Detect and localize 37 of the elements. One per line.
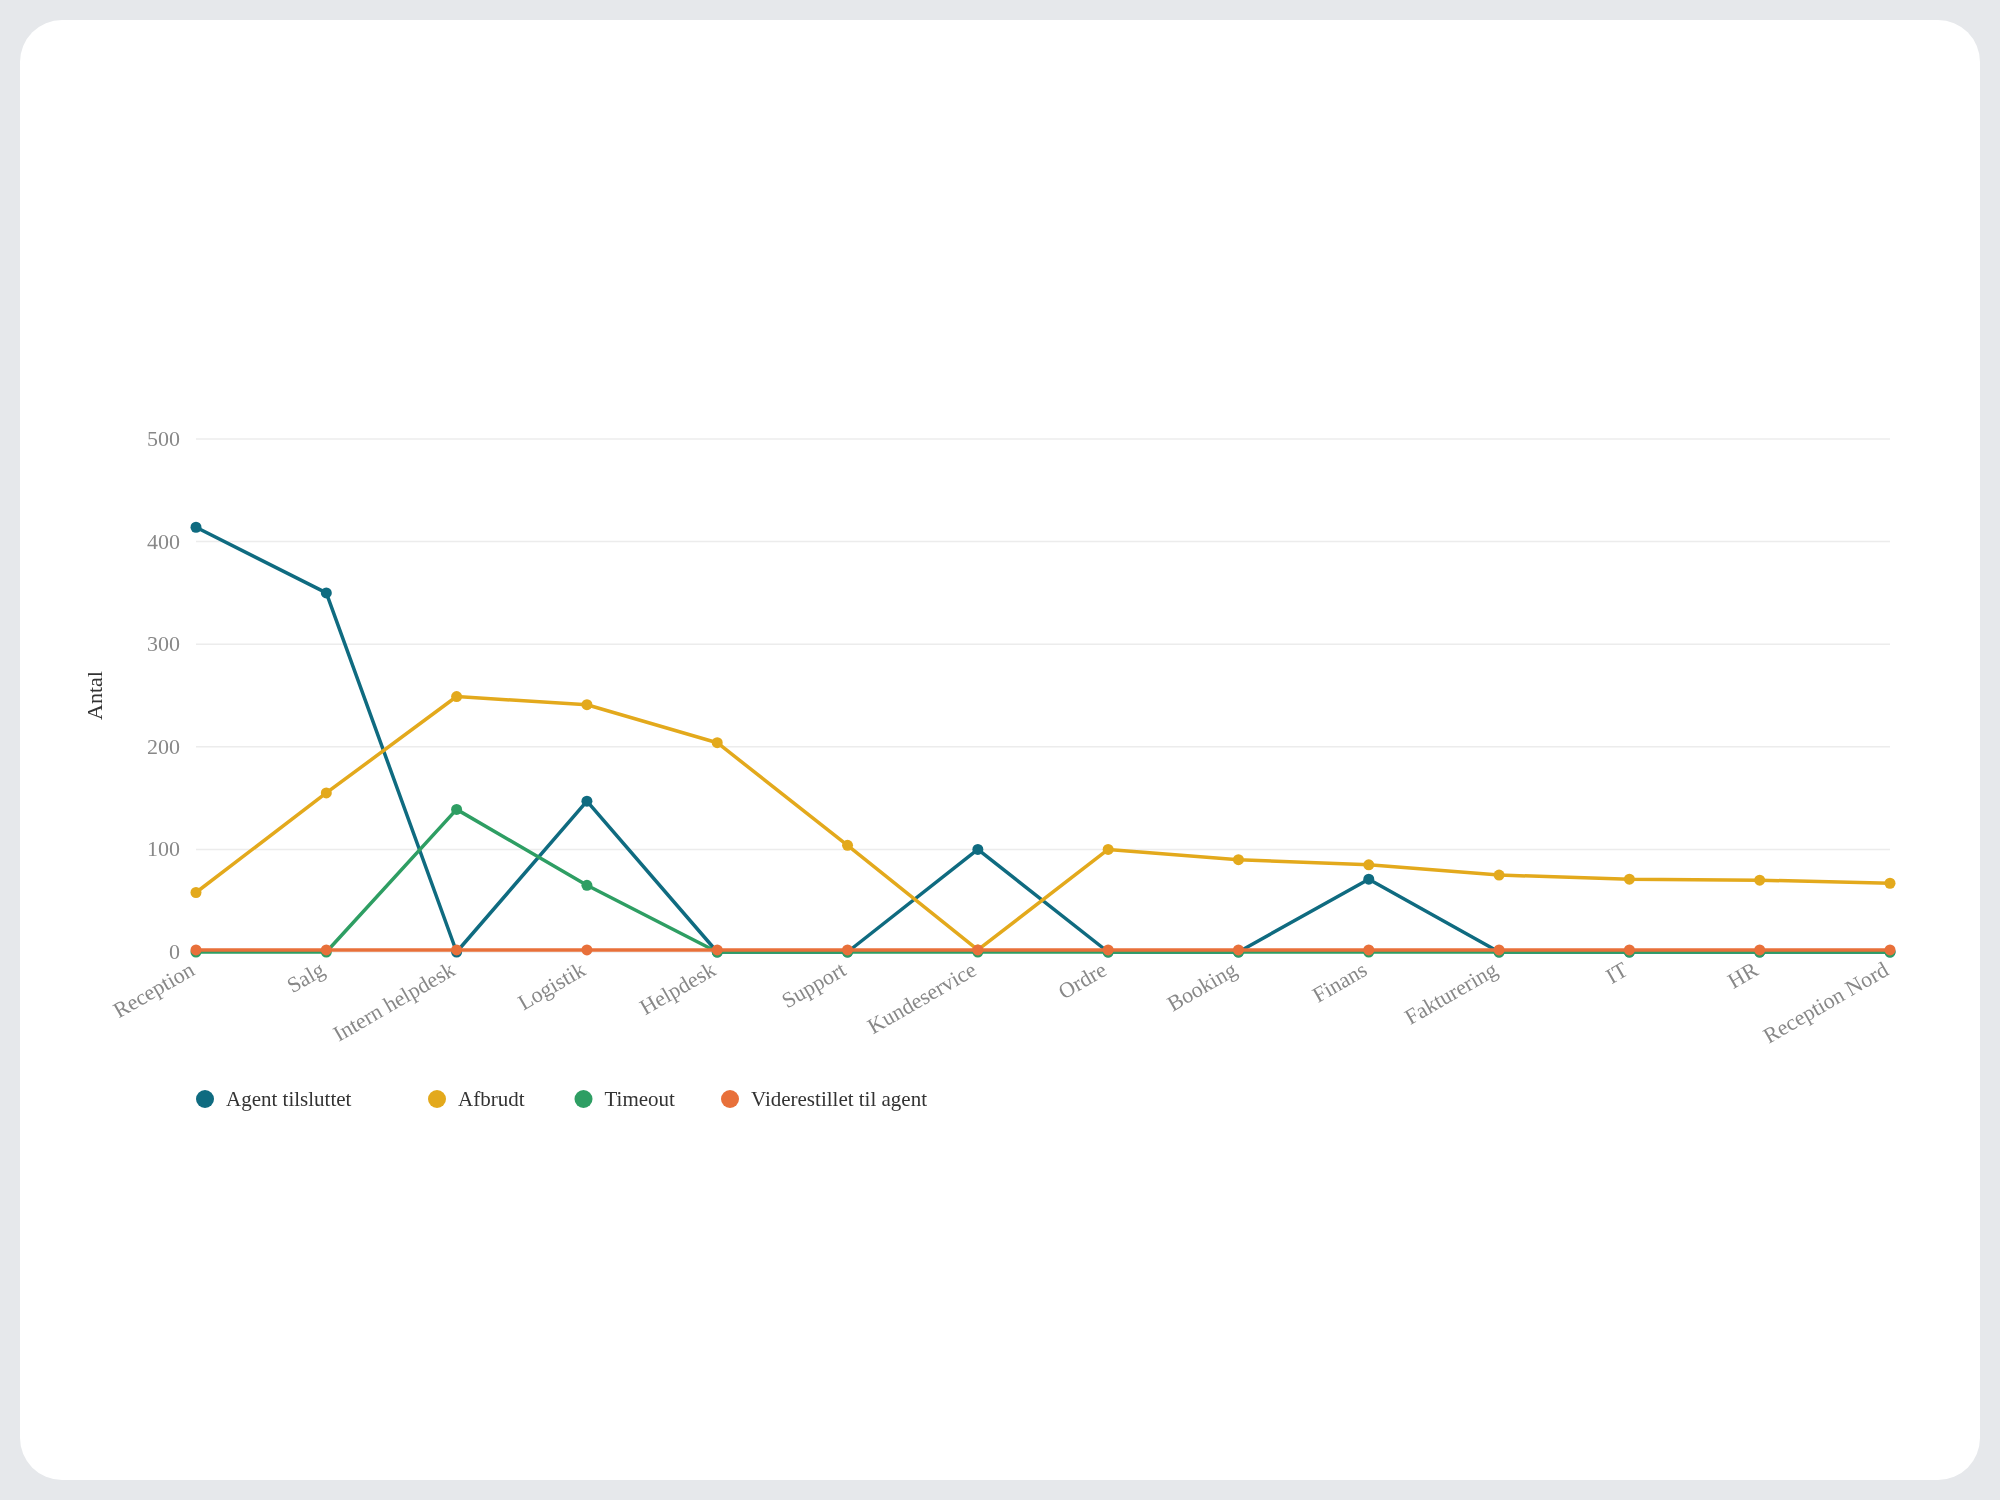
- y-tick-label: 100: [147, 836, 180, 862]
- legend-label: Afbrudt: [458, 1087, 525, 1111]
- point: [581, 699, 593, 711]
- point: [1102, 843, 1114, 855]
- point: [1754, 874, 1766, 886]
- x-tick-label: HR: [1723, 956, 1763, 994]
- y-tick-label: 300: [147, 631, 180, 657]
- x-tick-label: IT: [1601, 956, 1633, 989]
- point: [1493, 869, 1505, 881]
- point: [451, 691, 463, 703]
- y-axis-title: Antal: [82, 671, 107, 720]
- point: [320, 787, 332, 799]
- point: [320, 587, 332, 599]
- point: [581, 879, 593, 891]
- y-tick-label: 200: [147, 733, 180, 759]
- point: [190, 886, 202, 898]
- legend-label: Agent tilsluttet: [226, 1087, 352, 1111]
- point: [581, 795, 593, 807]
- x-tick-label: Ordre: [1053, 956, 1111, 1004]
- legend-label: Viderestillet til agent: [751, 1087, 928, 1111]
- y-tick-label: 0: [169, 939, 180, 964]
- legend-label: Timeout: [604, 1087, 676, 1111]
- point: [711, 737, 723, 749]
- point: [972, 843, 984, 855]
- y-tick-label: 400: [147, 528, 180, 554]
- point: [451, 803, 463, 815]
- point: [581, 944, 593, 956]
- point: [842, 839, 854, 851]
- point: [1363, 873, 1375, 885]
- x-tick-label: Salg: [282, 956, 329, 998]
- x-tick-label: Finans: [1307, 956, 1372, 1008]
- point: [1884, 877, 1896, 889]
- point: [1232, 854, 1244, 866]
- point: [190, 521, 202, 533]
- y-tick-label: 500: [147, 426, 180, 451]
- point: [1363, 859, 1375, 871]
- point: [1623, 873, 1635, 885]
